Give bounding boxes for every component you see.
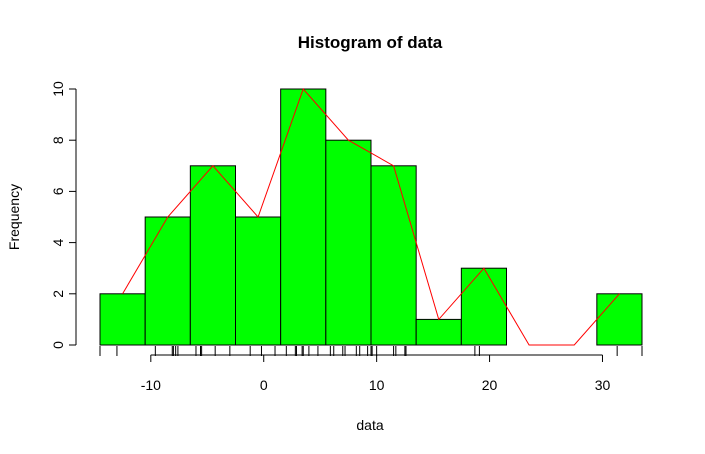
x-tick-label: 10 — [369, 377, 385, 393]
y-tick-label: 4 — [50, 238, 66, 246]
x-axis: -10 0 10 20 30 — [141, 354, 611, 393]
y-axis: 0 2 4 6 8 10 — [50, 81, 77, 349]
x-axis-label: data — [356, 417, 383, 433]
histogram-bar-6 — [370, 165, 417, 346]
frequency-polygon-line — [122, 88, 620, 346]
histogram-bars — [99, 88, 643, 346]
x-tick-label: 20 — [482, 377, 498, 393]
rug-marks — [99, 346, 643, 356]
histogram-bar-3 — [235, 216, 282, 346]
histogram-bar-4 — [280, 88, 327, 346]
y-tick-label: 8 — [50, 136, 66, 144]
frequency-polygon — [122, 88, 620, 346]
histogram-bar-8 — [460, 267, 508, 346]
y-axis-label: Frequency — [6, 184, 22, 250]
y-tick-label: 0 — [50, 341, 66, 349]
x-tick-label: 30 — [595, 377, 611, 393]
histogram-bar-11 — [596, 293, 643, 346]
y-tick-label: 6 — [50, 187, 66, 195]
histogram-bar-2 — [189, 165, 236, 346]
x-tick-label: 0 — [260, 377, 268, 393]
histogram-bar-7 — [415, 318, 462, 346]
y-tick-label: 2 — [50, 290, 66, 298]
histogram-bar-1 — [144, 216, 191, 346]
histogram-bar-0 — [99, 293, 146, 346]
x-tick-label: -10 — [141, 377, 161, 393]
y-tick-label: 10 — [50, 81, 66, 97]
histogram-bar-5 — [325, 139, 372, 346]
chart-title: Histogram of data — [298, 33, 443, 52]
